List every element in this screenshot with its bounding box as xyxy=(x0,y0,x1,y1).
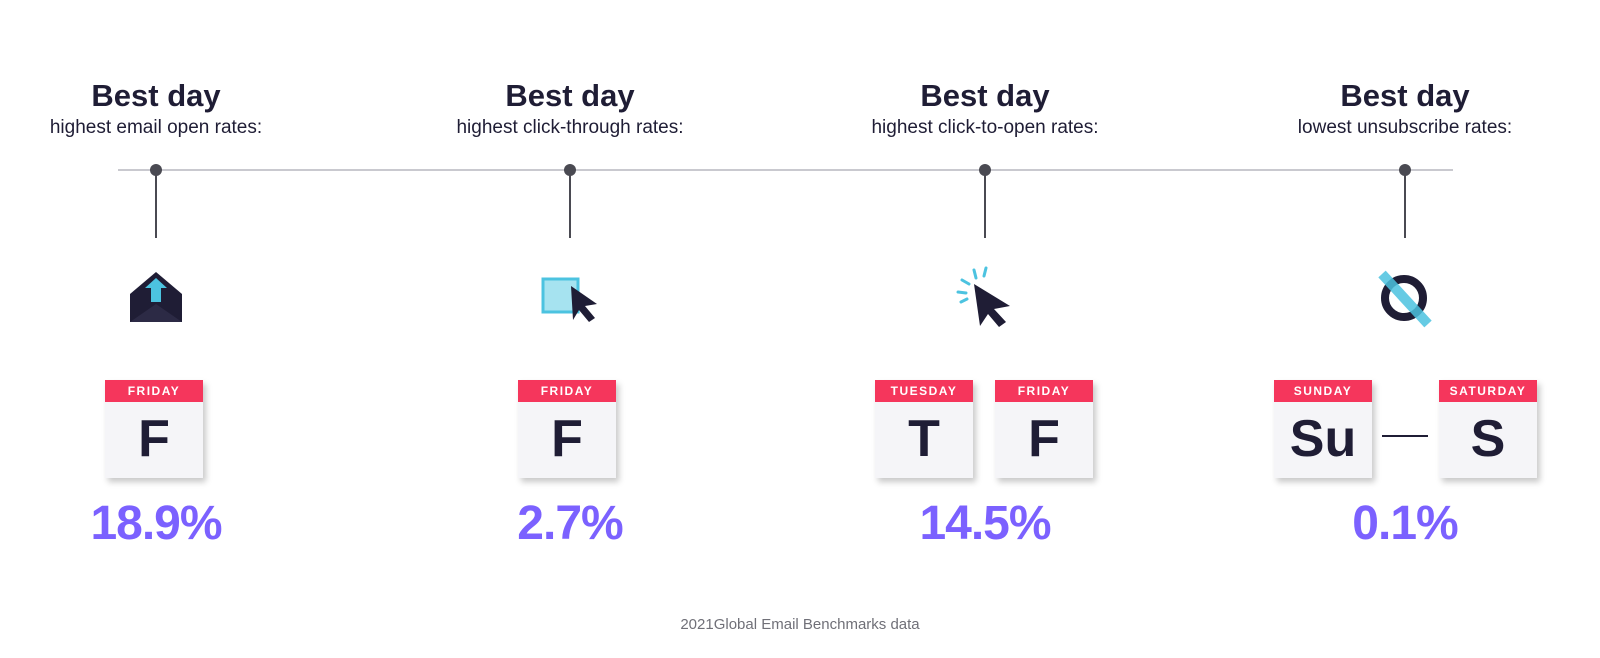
unsubscribe-slash-icon xyxy=(1378,270,1432,328)
column-heading: Best day highest email open rates: xyxy=(50,78,262,140)
metric-value: 14.5% xyxy=(919,497,1051,550)
calendar-day-header: FRIDAY xyxy=(995,380,1093,402)
calendar-day-header: TUESDAY xyxy=(875,380,973,402)
calendar-day: SATURDAY S xyxy=(1439,380,1537,478)
calendar-day-header: SUNDAY xyxy=(1274,380,1372,402)
calendar-day-letter: S xyxy=(1470,410,1506,468)
calendar-day: FRIDAY F xyxy=(518,380,616,478)
timeline-marker xyxy=(1399,164,1411,176)
open-envelope-icon xyxy=(130,272,182,322)
metric-value: 18.9% xyxy=(90,497,222,550)
calendar-day: SUNDAY Su xyxy=(1274,380,1372,478)
heading-title: Best day xyxy=(920,78,1050,113)
source-footnote: 2021Global Email Benchmarks data xyxy=(680,616,920,633)
timeline-marker xyxy=(979,164,991,176)
heading-title: Best day xyxy=(1340,78,1470,113)
calendar-day-letter: T xyxy=(908,410,940,468)
heading-subtitle: highest click-to-open rates: xyxy=(871,117,1099,138)
calendar-day-header: FRIDAY xyxy=(518,380,616,402)
heading-subtitle: highest email open rates: xyxy=(49,117,263,138)
calendar-day-header: SATURDAY xyxy=(1439,380,1537,402)
range-dash xyxy=(1382,435,1428,437)
calendar-day-letter: F xyxy=(1028,410,1060,468)
click-square-cursor-icon xyxy=(541,277,597,322)
heading-subtitle: lowest unsubscribe rates: xyxy=(1297,117,1513,138)
calendar-day: TUESDAY T xyxy=(875,380,973,478)
timeline-marker xyxy=(150,164,162,176)
calendar-day-letter: F xyxy=(138,410,170,468)
clicking-cursor-icon xyxy=(956,266,1010,327)
column-heading: Best day highest click-to-open rates: xyxy=(871,78,1098,140)
timeline-stem xyxy=(1404,172,1406,238)
metric-value: 2.7% xyxy=(517,497,623,550)
timeline-stem xyxy=(155,172,157,238)
heading-title: Best day xyxy=(505,78,635,113)
column-heading: Best day lowest unsubscribe rates: xyxy=(1298,78,1512,140)
timeline-stem xyxy=(569,172,571,238)
timeline-stem xyxy=(984,172,986,238)
column-heading: Best day highest click-through rates: xyxy=(456,78,683,140)
calendar-day: FRIDAY F xyxy=(995,380,1093,478)
heading-title: Best day xyxy=(91,78,221,113)
timeline-marker xyxy=(564,164,576,176)
heading-subtitle: highest click-through rates: xyxy=(456,117,684,138)
calendar-day: FRIDAY F xyxy=(105,380,203,478)
timeline-line xyxy=(118,169,1453,171)
calendar-day-letter: Su xyxy=(1289,410,1357,468)
calendar-day-letter: F xyxy=(551,410,583,468)
calendar-day-header: FRIDAY xyxy=(105,380,203,402)
metric-value: 0.1% xyxy=(1352,497,1458,550)
